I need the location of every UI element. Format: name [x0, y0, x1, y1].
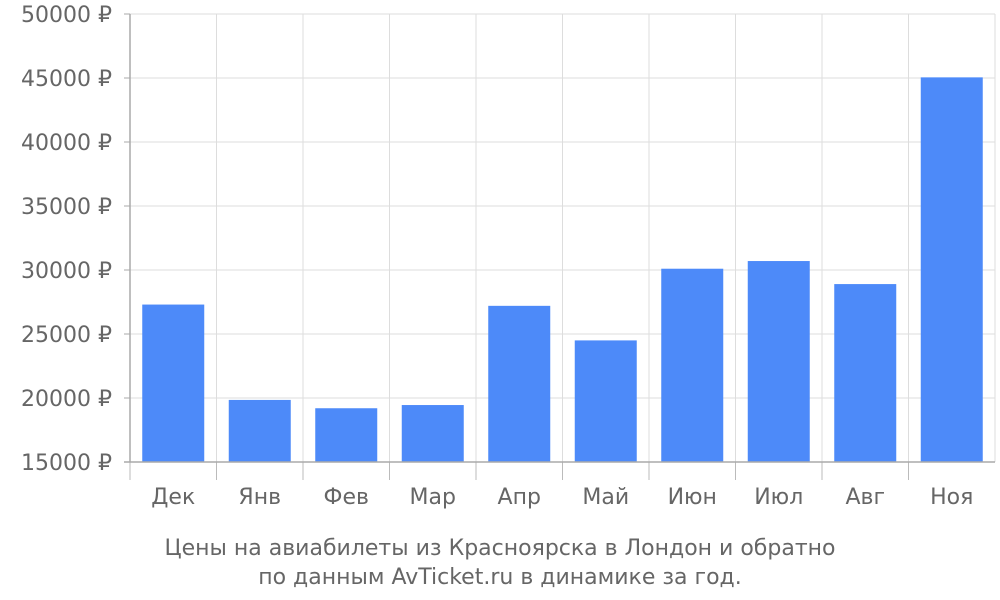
bar	[401, 405, 464, 462]
x-axis-tick-labels: Дек Янв Фев Мар Апр Май Июн Июл Авг Ноя	[151, 485, 973, 510]
bar	[574, 340, 637, 462]
y-tick-label: 15000 ₽	[21, 451, 112, 476]
y-tick-label: 30000 ₽	[21, 259, 112, 284]
y-tick-label: 20000 ₽	[21, 387, 112, 412]
bar	[920, 77, 983, 463]
bar	[661, 268, 724, 462]
bars	[142, 77, 983, 463]
x-tick-label: Янв	[238, 485, 281, 510]
bar	[228, 399, 291, 462]
chart-caption-line-2: по данным AvTicket.ru в динамике за год.	[258, 565, 742, 590]
axes	[124, 13, 995, 480]
bar	[142, 304, 205, 462]
x-tick-label: Дек	[151, 485, 195, 510]
y-tick-label: 50000 ₽	[21, 3, 112, 28]
x-tick-label: Ноя	[930, 485, 973, 510]
bar	[747, 261, 810, 462]
x-tick-label: Апр	[498, 485, 541, 510]
y-tick-label: 35000 ₽	[21, 195, 112, 220]
bar	[834, 284, 897, 462]
x-tick-label: Фев	[324, 485, 369, 510]
x-tick-label: Мар	[410, 485, 456, 510]
bar	[315, 408, 378, 462]
x-tick-label: Авг	[845, 485, 885, 510]
grid-lines	[130, 13, 996, 463]
y-tick-label: 45000 ₽	[21, 67, 112, 92]
bar	[488, 305, 551, 462]
y-axis-tick-labels: 15000 ₽ 20000 ₽ 25000 ₽ 30000 ₽ 35000 ₽ 40000…	[21, 3, 112, 476]
y-tick-label: 25000 ₽	[21, 323, 112, 348]
x-tick-label: Май	[582, 485, 629, 510]
y-tick-label: 40000 ₽	[21, 131, 112, 156]
x-tick-label: Июл	[754, 485, 803, 510]
chart-caption-line-1: Цены на авиабилеты из Красноярска в Лонд…	[165, 536, 836, 561]
x-tick-label: Июн	[668, 485, 717, 510]
